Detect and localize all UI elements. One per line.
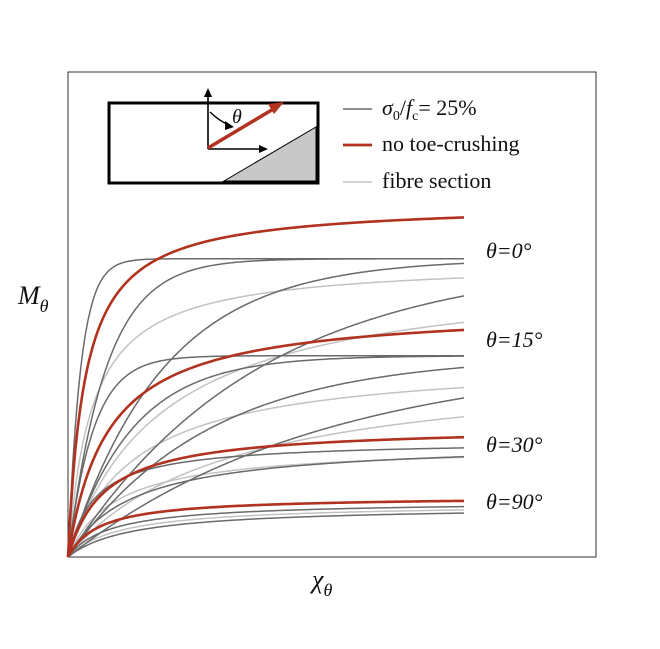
- legend-label-fibre-section: fibre section: [382, 168, 491, 193]
- series-line-13: [67, 455, 465, 558]
- series-line-2: [66, 435, 465, 558]
- curve-label-15: θ=15°: [486, 327, 543, 352]
- inset-vertical-arrowhead: [204, 88, 212, 97]
- x-axis-label: χθ: [309, 565, 332, 600]
- series-line-21: [67, 509, 465, 558]
- series-line-17: [67, 321, 465, 558]
- series-line-16: [67, 277, 465, 558]
- legend-label-sigma: σ0/fc= 25%: [382, 95, 477, 124]
- inset-horizontal-arrowhead: [259, 145, 268, 153]
- series-line-6: [67, 262, 465, 558]
- plot-frame: [67, 71, 597, 558]
- series-line-8: [67, 354, 464, 558]
- legend-label-no-toe-crushing: no toe-crushing: [382, 131, 519, 156]
- series-line-9: [67, 355, 465, 558]
- series-line-0: [66, 216, 465, 558]
- curve-label-0: θ=0°: [486, 238, 532, 263]
- y-axis-label: Mθ: [17, 281, 49, 316]
- inset-compression-zone: [222, 126, 317, 182]
- series-line-14: [67, 505, 465, 558]
- inset-angle-arrowhead: [225, 121, 234, 130]
- inset-theta-label: θ: [232, 106, 242, 128]
- series-line-3: [66, 499, 465, 558]
- curves-group: [66, 216, 465, 558]
- series-line-5: [67, 257, 464, 558]
- inset-moment-arrowhead: [268, 102, 284, 114]
- series-line-10: [67, 366, 465, 558]
- inset-diagram: θ: [107, 88, 320, 185]
- inset-moment-vector: [207, 106, 276, 150]
- legend: σ0/fc= 25% no toe-crushing fibre section: [343, 95, 519, 193]
- series-line-18: [67, 386, 465, 558]
- series-line-15: [67, 512, 465, 558]
- curve-label-90: θ=90°: [486, 489, 543, 514]
- curve-label-30: θ=30°: [486, 432, 543, 457]
- series-line-1: [66, 328, 465, 558]
